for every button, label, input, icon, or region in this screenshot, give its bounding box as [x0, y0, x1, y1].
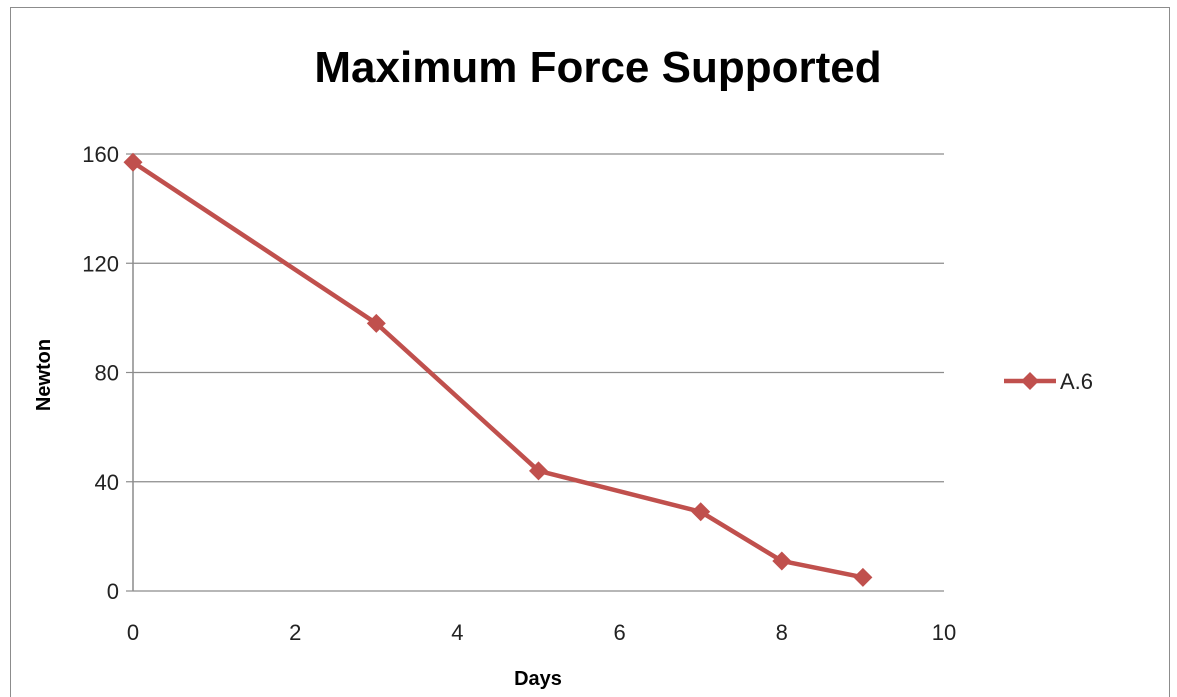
y-tick-label: 40 — [95, 470, 119, 495]
gridlines — [133, 153, 944, 592]
y-tick-label: 80 — [95, 361, 119, 386]
y-tick-label: 120 — [82, 251, 119, 276]
y-tick-label: 0 — [107, 579, 119, 604]
series-line-A.6 — [130, 159, 866, 580]
x-axis-title: Days — [514, 668, 562, 690]
x-tick-label: 6 — [613, 620, 625, 645]
data-point-marker — [529, 461, 548, 481]
x-tick-label: 2 — [289, 620, 301, 645]
x-tick-label: 0 — [127, 620, 139, 645]
data-point-marker — [772, 551, 792, 571]
y-tick-label: 160 — [82, 142, 119, 167]
legend: A.6 — [1004, 369, 1093, 394]
x-tick-label: 10 — [932, 620, 956, 645]
x-tick-label: 4 — [451, 620, 463, 645]
data-point-marker — [691, 502, 711, 522]
legend-label: A.6 — [1060, 369, 1093, 394]
series-group — [123, 152, 873, 587]
data-point-marker — [123, 152, 143, 172]
chart-title: Maximum Force Supported — [314, 43, 881, 92]
legend-marker — [1021, 372, 1039, 390]
x-tick-label: 8 — [776, 620, 788, 645]
data-point-marker — [366, 313, 386, 333]
y-axis-ticks: 0 40 80 120 160 — [82, 142, 133, 604]
x-axis-ticks: 0 2 4 6 8 10 — [127, 620, 956, 645]
chart-frame — [10, 7, 1170, 697]
data-point-marker — [853, 567, 873, 587]
y-axis-title: Newton — [33, 339, 55, 411]
